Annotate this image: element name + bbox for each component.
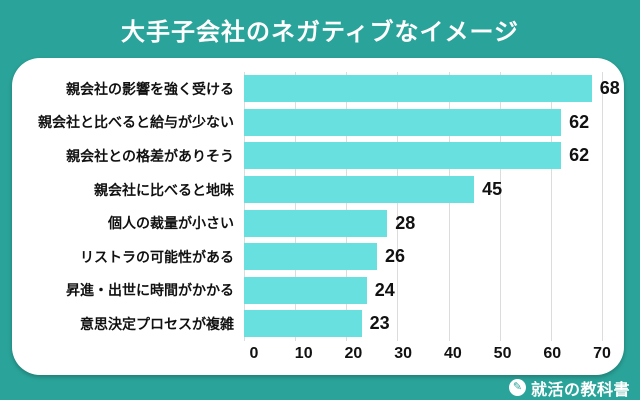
bar xyxy=(244,276,367,304)
gridline xyxy=(499,72,501,341)
bar-row: 26 xyxy=(244,240,602,274)
gridline xyxy=(448,72,450,341)
pencil-note-icon: ✎ xyxy=(508,379,526,396)
bar-value-label: 26 xyxy=(384,246,405,267)
page-title: 大手子会社のネガティブなイメージ xyxy=(120,18,520,46)
x-tick-label: 10 xyxy=(294,344,313,362)
x-tick-label: 20 xyxy=(344,344,363,362)
bar xyxy=(244,75,592,103)
bar xyxy=(244,209,388,237)
bar-value-label: 62 xyxy=(569,145,590,166)
bar-row: 62 xyxy=(244,139,602,173)
gridline xyxy=(346,72,348,341)
category-label: 意思決定プロセスが複雑 xyxy=(80,315,234,332)
category-label: 親会社と比べると給与が少ない xyxy=(38,114,234,131)
bar xyxy=(244,142,562,170)
gridline xyxy=(602,72,603,341)
category-label: 昇進・出世に時間がかかる xyxy=(66,282,234,299)
x-tick-label: 30 xyxy=(394,344,413,362)
bar-value-label: 28 xyxy=(395,212,416,233)
x-tick-label: 40 xyxy=(443,344,462,362)
x-tick-label: 0 xyxy=(249,344,259,362)
gridlines-layer xyxy=(244,72,603,341)
category-label: 親会社の影響を強く受ける xyxy=(66,80,234,97)
category-label: リストラの可能性がある xyxy=(80,248,234,265)
footer-bar: ✎ 就活の教科書 xyxy=(0,375,640,400)
bar xyxy=(244,108,562,136)
gridline xyxy=(295,72,297,341)
bar-row: 62 xyxy=(244,106,602,140)
bar-value-label: 23 xyxy=(369,313,390,334)
x-tick-label: 60 xyxy=(543,344,562,362)
bar-row: 28 xyxy=(244,206,602,240)
chart-card: 親会社の影響を強く受ける親会社と比べると給与が少ない親会社との格差がありそう親会… xyxy=(12,58,624,375)
bars-layer: 68 62 62 45 28 26 24 23 xyxy=(244,72,620,341)
bar-chart: 親会社の影響を強く受ける親会社と比べると給与が少ない親会社との格差がありそう親会… xyxy=(28,72,620,341)
category-labels-column: 親会社の影響を強く受ける親会社と比べると給与が少ない親会社との格差がありそう親会… xyxy=(28,72,244,341)
bar-row: 24 xyxy=(244,274,602,308)
category-label: 親会社との格差がありそう xyxy=(66,147,234,164)
bar xyxy=(244,243,377,271)
x-tick-label: 70 xyxy=(593,344,611,362)
bar-row: 45 xyxy=(244,173,602,207)
bar-row: 23 xyxy=(244,307,602,341)
gridline xyxy=(550,72,552,341)
bar xyxy=(244,176,475,204)
x-axis-ticks: 0 10 20 30 40 50 60 70 xyxy=(250,343,611,367)
category-label: 個人の裁量が小さい xyxy=(108,215,234,232)
brand-logo-text: 就活の教科書 xyxy=(530,381,630,399)
category-label: 親会社に比べると地味 xyxy=(94,181,234,198)
gridline xyxy=(244,72,245,341)
plot-area: 68 62 62 45 28 26 24 23 xyxy=(244,72,620,341)
bar-value-label: 45 xyxy=(482,179,503,200)
bar-row: 68 xyxy=(244,72,620,106)
gridline xyxy=(397,72,399,341)
bar-value-label: 68 xyxy=(599,78,620,99)
chart-header: 大手子会社のネガティブなイメージ xyxy=(0,0,640,58)
bar xyxy=(244,310,362,338)
bar-value-label: 62 xyxy=(569,111,590,132)
x-tick-label: 50 xyxy=(493,344,512,362)
bar-value-label: 24 xyxy=(374,279,395,300)
